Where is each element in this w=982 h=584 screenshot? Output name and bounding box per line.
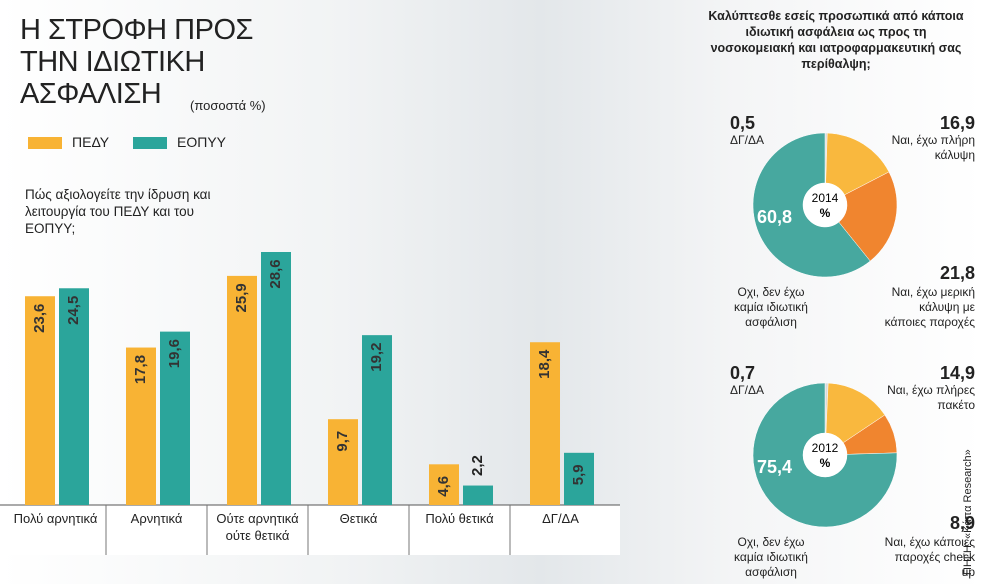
pie-category-label: ΔΓ/ΔΑ (730, 383, 764, 397)
bar (25, 296, 55, 505)
subtitle: (ποσοστά %) (190, 98, 266, 113)
pie-value-label: 16,9 (939, 113, 975, 133)
pie-value-label: 21,8 (939, 263, 975, 283)
bar (328, 419, 358, 505)
bar (530, 342, 560, 505)
x-tick-label: Αρνητικά (130, 511, 183, 526)
pie-center (803, 433, 847, 477)
center-label: 2014 (812, 191, 839, 205)
value-label: 4,6 (435, 476, 452, 497)
pie-value-label: 0,7 (730, 363, 756, 383)
center-unit: % (820, 456, 831, 470)
center-label: 2012 (812, 441, 839, 455)
pie-category-label: Ναι, έχω κάποιες παροχές check up (884, 535, 975, 579)
pie-category-label: Οχι, δεν έχω καμία ιδιωτική ασφάλιση (734, 535, 808, 579)
value-label: 9,7 (334, 431, 351, 452)
legend-swatch (28, 137, 62, 149)
center-unit: % (820, 206, 831, 220)
value-label: 18,4 (536, 349, 553, 379)
value-label: 17,8 (132, 355, 149, 384)
value-label: 28,6 (267, 259, 284, 288)
value-label: 19,2 (368, 343, 385, 372)
bar (564, 452, 594, 505)
legend-label: ΕΟΠΥΥ (177, 134, 227, 150)
bar (126, 347, 156, 505)
pie-value-label: 75,4 (757, 457, 793, 477)
bar (227, 275, 257, 505)
bar (429, 464, 459, 505)
value-label: 2,2 (469, 455, 486, 476)
x-tick-label: Ούτε αρνητικά ούτε θετικά (216, 511, 299, 543)
pie-value-label: 14,9 (939, 363, 975, 383)
pie-question: Καλύπτεσθε εσείς προσωπικά από κάποια ιδ… (708, 9, 964, 71)
bar (463, 485, 493, 505)
category-strip (0, 505, 620, 555)
value-label: 25,9 (233, 283, 250, 312)
bar (261, 252, 291, 505)
x-tick-label: Πολύ αρνητικά (13, 511, 98, 526)
legend-swatch (133, 137, 167, 149)
bar (59, 288, 89, 505)
value-label: 24,5 (65, 296, 82, 325)
x-tick-label: Πολύ θετικά (425, 511, 494, 526)
pie-value-label: 0,5 (730, 113, 756, 133)
legend-label: ΠΕΔΥ (72, 134, 110, 150)
pie-category-label: Ναι, έχω πλήρη κάλυψη (891, 133, 975, 162)
value-label: 19,6 (166, 339, 183, 368)
pie-category-label: ΔΓ/ΔΑ (730, 133, 764, 147)
pie-value-label: 60,8 (757, 207, 793, 227)
value-label: 5,9 (570, 464, 587, 485)
x-tick-label: ΔΓ/ΔΑ (542, 511, 579, 526)
bar (160, 331, 190, 505)
pie-category-label: Οχι, δεν έχω καμία ιδιωτική ασφάλιση (734, 285, 808, 329)
pie-category-label: Ναι, έχω μερική κάλυψη με κάποιες παροχέ… (884, 285, 975, 329)
bar (362, 335, 392, 505)
title: Η ΣΤΡΟΦΗ ΠΡΟΣ ΤΗΝ ΙΔΙΩΤΙΚΗ ΑΣΦΑΛΙΣΗ (20, 14, 253, 110)
value-label: 23,6 (31, 304, 48, 333)
pie-category-label: Ναι, έχω πλήρες πακέτο (887, 383, 975, 412)
x-tick-label: Θετικά (339, 511, 378, 526)
pie-value-label: 8,9 (949, 513, 975, 533)
annotation: Πώς αξιολογείτε την ίδρυση και λειτουργί… (25, 187, 211, 236)
pie-center (803, 183, 847, 227)
